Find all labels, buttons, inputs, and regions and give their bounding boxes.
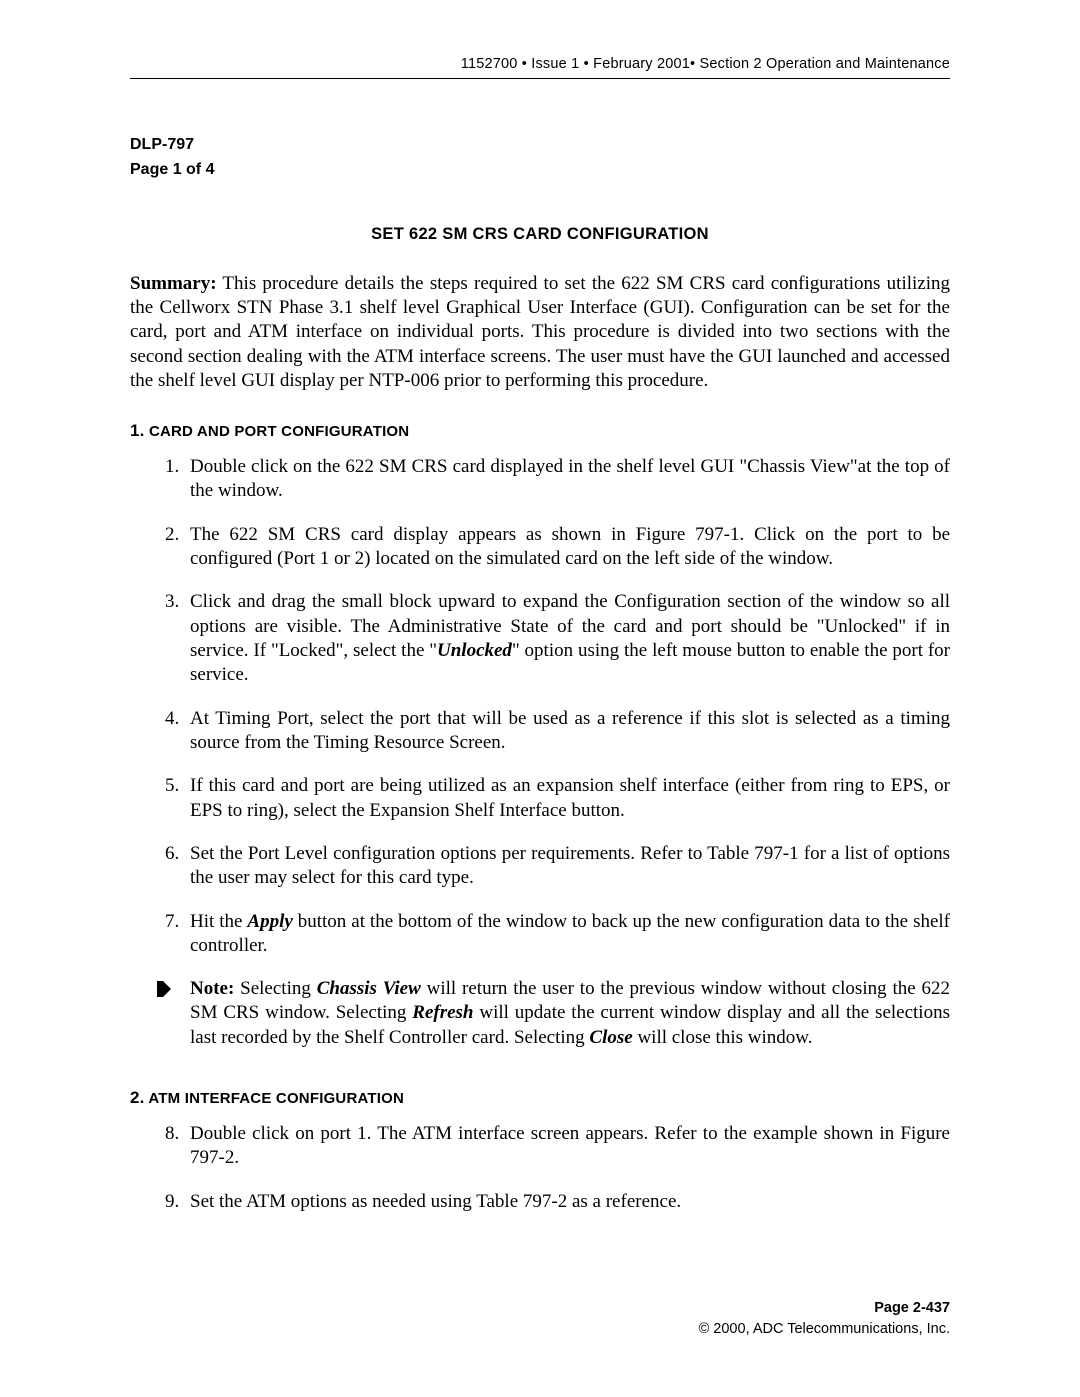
note-b: Chassis View (317, 978, 421, 999)
footer-page: Page 2-437 (699, 1298, 950, 1320)
step-4: At Timing Port, select the port that wil… (184, 707, 950, 756)
section-2-steps: Double click on port 1. The ATM interfac… (130, 1122, 950, 1214)
step-8: Double click on port 1. The ATM interfac… (184, 1122, 950, 1171)
note-a: Selecting (234, 978, 316, 999)
step-3-b: Unlocked (437, 640, 512, 661)
step-5: If this card and port are being utilized… (184, 774, 950, 823)
step-7-c: button at the bottom of the window to ba… (190, 911, 950, 956)
page: 1152700 • Issue 1 • February 2001• Secti… (0, 0, 1080, 1397)
step-7-b: Apply (247, 911, 292, 932)
step-3: Click and drag the small block upward to… (184, 590, 950, 687)
summary-text: This procedure details the steps require… (130, 273, 950, 391)
section-2-heading: 2. ATM INTERFACE CONFIGURATION (130, 1088, 950, 1108)
note-g: will close this window. (633, 1027, 813, 1048)
doc-code: DLP-797 (130, 133, 950, 158)
running-header: 1152700 • Issue 1 • February 2001• Secti… (130, 56, 950, 79)
step-2: The 622 SM CRS card display appears as s… (184, 523, 950, 572)
note-arrow-icon (156, 980, 172, 1005)
section-2-title: ATM INTERFACE CONFIGURATION (145, 1090, 404, 1107)
note-label: Note: (190, 978, 234, 999)
note-row: Note: Selecting Chassis View will return… (156, 977, 950, 1050)
note-d: Refresh (412, 1002, 473, 1023)
step-1: Double click on the 622 SM CRS card disp… (184, 455, 950, 504)
footer: Page 2-437 © 2000, ADC Telecommunication… (699, 1298, 950, 1342)
note-f: Close (589, 1027, 632, 1048)
doc-id-block: DLP-797 Page 1 of 4 (130, 133, 950, 183)
note-body: Note: Selecting Chassis View will return… (190, 977, 950, 1050)
section-2-num: 2. (130, 1088, 145, 1107)
summary-paragraph: Summary: This procedure details the step… (130, 272, 950, 394)
page-title: SET 622 SM CRS CARD CONFIGURATION (130, 225, 950, 244)
summary-label: Summary: (130, 273, 217, 294)
footer-copyright: © 2000, ADC Telecommunications, Inc. (699, 1319, 950, 1341)
step-7: Hit the Apply button at the bottom of th… (184, 910, 950, 959)
step-6: Set the Port Level configuration options… (184, 842, 950, 891)
doc-page-of: Page 1 of 4 (130, 158, 950, 183)
section-1-num: 1. (130, 421, 145, 440)
section-1-heading: 1. CARD AND PORT CONFIGURATION (130, 421, 950, 441)
section-1-title: CARD AND PORT CONFIGURATION (145, 423, 410, 440)
step-9: Set the ATM options as needed using Tabl… (184, 1190, 950, 1214)
step-7-a: Hit the (190, 911, 247, 932)
section-1-steps: Double click on the 622 SM CRS card disp… (130, 455, 950, 958)
